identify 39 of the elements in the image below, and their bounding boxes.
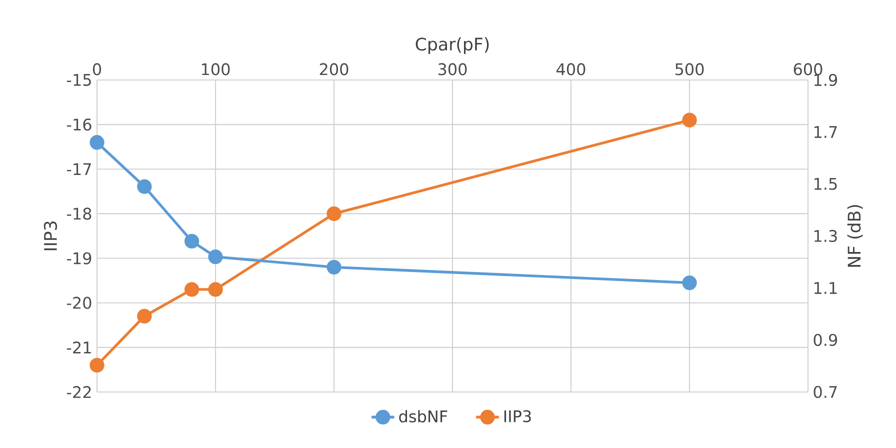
- point: [90, 135, 104, 150]
- y-tick-label: -17: [66, 163, 91, 175]
- point: [184, 282, 200, 297]
- x-tick-label: 300: [438, 63, 467, 76]
- point: [90, 358, 104, 373]
- point: [326, 206, 342, 222]
- y-tick-label: -19: [66, 252, 92, 264]
- y-tick-label: -20: [66, 296, 92, 309]
- y-axis-title: IIP3: [44, 222, 58, 250]
- y-tick-label: -16: [66, 118, 92, 131]
- y-tick-label: -15: [66, 74, 91, 86]
- x-axis-title: Cpar(pF): [416, 37, 489, 54]
- y2-tick-label: 1.5: [814, 178, 837, 190]
- y2-tick-label: 1.9: [814, 74, 838, 86]
- point: [137, 308, 152, 324]
- point: [326, 260, 342, 275]
- legend-label: dsbNF: [399, 410, 448, 422]
- y2-tick-label: 1.1: [814, 282, 837, 294]
- x-tick-label: 600: [794, 63, 822, 76]
- x-tick-label: 200: [320, 63, 348, 76]
- y2-tick-label: 1.3: [814, 230, 837, 242]
- x-tick-label: 100: [202, 63, 230, 76]
- point: [682, 112, 697, 128]
- y2-tick-label: 0.9: [814, 334, 838, 346]
- point: [137, 179, 152, 194]
- y-tick-label: -18: [66, 208, 92, 220]
- x-tick-label: 0: [92, 63, 102, 76]
- point: [208, 249, 223, 264]
- point: [208, 282, 223, 297]
- y-tick-label: -21: [66, 341, 91, 354]
- point: [184, 234, 200, 249]
- legend-label: IIP3: [504, 410, 531, 422]
- y-tick-label: -22: [66, 386, 91, 398]
- y2-axis-title: NF (dB): [847, 205, 863, 267]
- point: [682, 275, 697, 290]
- x-tick-label: 500: [675, 63, 704, 76]
- y2-tick-label: 0.7: [814, 386, 837, 398]
- x-tick-label: 400: [556, 63, 586, 76]
- y2-tick-label: 1.7: [814, 126, 837, 138]
